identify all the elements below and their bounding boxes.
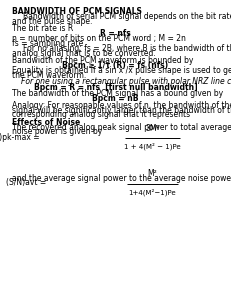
Text: Bandwidth of serial PCM signal depends on the bit rate: Bandwidth of serial PCM signal depends o… xyxy=(23,12,231,21)
Text: and the pulse shape.: and the pulse shape. xyxy=(12,17,92,26)
Text: R = nfs: R = nfs xyxy=(100,29,131,38)
Text: Bpcm ≥ 1/τ (R) = fs (nfs): Bpcm ≥ 1/τ (R) = fs (nfs) xyxy=(62,61,169,70)
Text: Bpcm = nB: Bpcm = nB xyxy=(92,94,139,103)
Text: the PCM waveform.: the PCM waveform. xyxy=(12,71,86,80)
Text: The bit rate is R: The bit rate is R xyxy=(12,24,73,33)
Text: For one using a rectangular pulse with polar NRZ line codes:: For one using a rectangular pulse with p… xyxy=(21,77,231,86)
Text: 1 + 4(M² − 1)Pe: 1 + 4(M² − 1)Pe xyxy=(124,143,181,150)
Text: and the average signal power to the average noise power is: and the average signal power to the aver… xyxy=(12,174,231,183)
Text: fs = sampling rate: fs = sampling rate xyxy=(12,39,83,48)
Text: signal will be significantly larger than the bandwidth of the: signal will be significantly larger than… xyxy=(12,106,231,115)
Text: For no aliasing: fs = 2B, where B is the bandwidth of the: For no aliasing: fs = 2B, where B is the… xyxy=(23,44,231,53)
Text: Bandwidth of the PCM waveform is bounded by: Bandwidth of the PCM waveform is bounded… xyxy=(12,56,193,65)
Text: corresponding analog signal that it represents: corresponding analog signal that it repr… xyxy=(12,110,190,119)
Text: 1+4(M²−1)Pe: 1+4(M²−1)Pe xyxy=(129,188,176,196)
Text: Bpcm = R = nfs  [first null bandwidth]: Bpcm = R = nfs [first null bandwidth] xyxy=(34,82,197,91)
Text: (S/N)avt =: (S/N)avt = xyxy=(6,178,46,188)
Text: The bandwidth of the PCM signal has a bound given by: The bandwidth of the PCM signal has a bo… xyxy=(12,89,223,98)
Text: M²: M² xyxy=(148,169,157,178)
Text: analog signal that is to be converted.: analog signal that is to be converted. xyxy=(12,49,155,58)
Text: Effects of Noise: Effects of Noise xyxy=(12,118,80,127)
Text: noise power is given by: noise power is given by xyxy=(12,128,102,136)
Text: Analogy: For reasonable values of n, the bandwidth of the PCM: Analogy: For reasonable values of n, the… xyxy=(12,101,231,110)
Text: (S/N)pk-max =: (S/N)pk-max = xyxy=(0,133,39,142)
Text: n = number of bits on the PCM word ; M = 2n: n = number of bits on the PCM word ; M =… xyxy=(12,34,185,43)
Text: Equality is obtained if a sin x /x pulse shape is used to generate: Equality is obtained if a sin x /x pulse… xyxy=(12,66,231,75)
Text: The recovered analog peak signal power to total average: The recovered analog peak signal power t… xyxy=(12,123,231,132)
Text: BANDWIDTH OF PCM SIGNALS: BANDWIDTH OF PCM SIGNALS xyxy=(12,7,141,16)
Text: 3M²: 3M² xyxy=(145,124,160,133)
